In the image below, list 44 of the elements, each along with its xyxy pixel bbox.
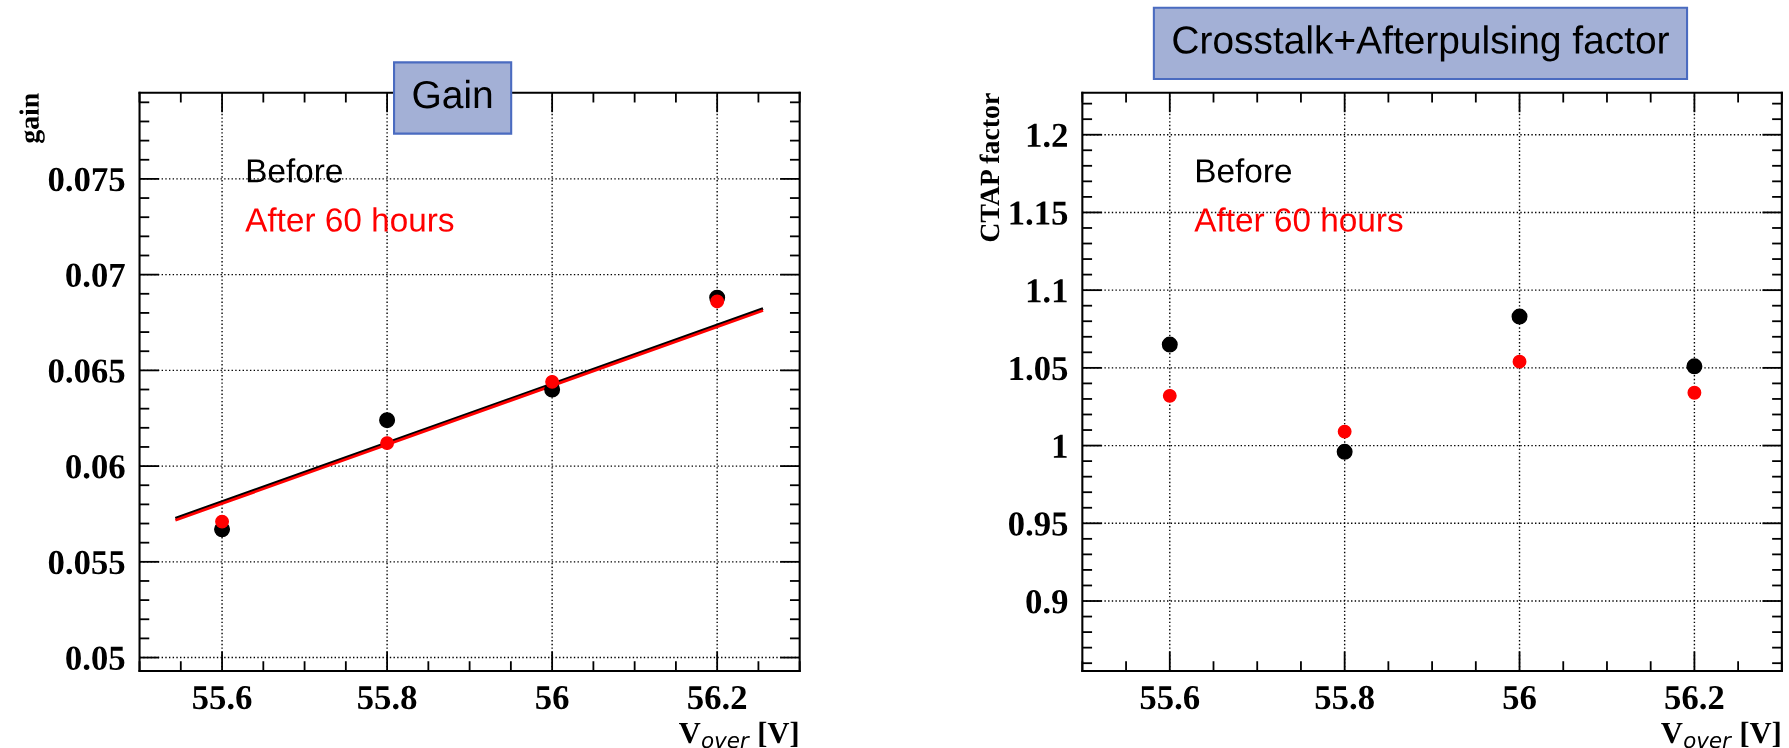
y-tick-label: 1.15 (1010, 201, 1068, 225)
point (215, 514, 230, 529)
point (380, 436, 395, 451)
point (710, 294, 725, 309)
point (545, 374, 560, 389)
x-tick-label: 55.8 (1315, 685, 1374, 710)
y-tick-label: 1.05 (1010, 356, 1068, 381)
text: Before (1197, 158, 1291, 183)
y-tick-label: 1 (1053, 434, 1067, 458)
y-tick-label: 0.05 (66, 646, 125, 671)
text: Before (247, 158, 342, 183)
x-tick-label: 56 (1503, 685, 1536, 710)
x-tick-label: 55.6 (1140, 685, 1200, 710)
y-tick-label: 0.065 (48, 359, 125, 383)
y-tick-label: 0.055 (48, 550, 125, 575)
x-tick-label: 56.2 (1665, 685, 1724, 710)
y-tick-label: 0.9 (1026, 589, 1068, 614)
y-tick-label: 0.95 (1009, 512, 1068, 536)
point (1686, 358, 1703, 375)
x-axis-title: V$_{over}$ [V] (679, 721, 798, 748)
y-tick-label: 0.07 (66, 263, 125, 288)
y-tick-label: 0.075 (48, 167, 125, 192)
point (1161, 336, 1178, 353)
y-axis-title: gain (19, 93, 45, 143)
y-axis-title: CTAP factor (979, 93, 1000, 242)
point (1687, 385, 1702, 400)
y-tick-label: 1.1 (1027, 279, 1067, 303)
point (1337, 424, 1352, 439)
x-axis-title: V$_{over}$ [V] (1661, 721, 1780, 748)
text: After 60 hours (245, 207, 454, 232)
chart-title: Crosstalk+Afterpulsing factor (1173, 25, 1669, 62)
x-tick-label: 55.6 (193, 685, 252, 710)
y-tick-label: 0.06 (66, 455, 125, 479)
y-tick-label: 1.2 (1027, 123, 1067, 148)
text: After 60 hours (1194, 207, 1403, 232)
x-tick-label: 56 (536, 685, 569, 710)
x-tick-label: 56.2 (688, 685, 747, 710)
x-tick-label: 55.8 (358, 685, 417, 710)
point (1336, 443, 1353, 460)
point (379, 412, 396, 429)
point (1162, 388, 1177, 403)
point (1512, 354, 1527, 369)
chart-title: Gain (413, 79, 492, 109)
point (1511, 308, 1528, 325)
